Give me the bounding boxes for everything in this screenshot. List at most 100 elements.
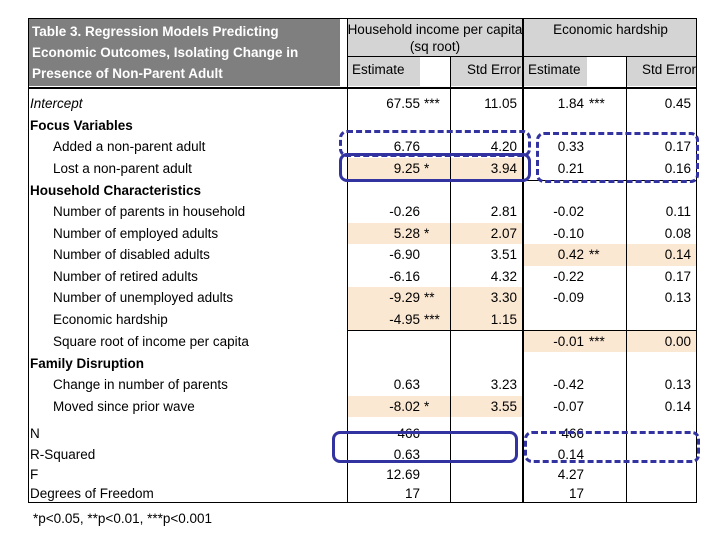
row-label: Lost a non-parent adult: [53, 160, 192, 176]
value-cell-est2: -0.10: [553, 225, 584, 241]
label-column-divider: [347, 18, 348, 503]
row-label: N: [30, 425, 40, 441]
value-cell-se2: 0.17: [664, 139, 691, 154]
header-bottom-border: [28, 87, 697, 89]
value-cell-se1: 3.51: [490, 247, 517, 262]
value-cell-est2: -0.42: [553, 377, 584, 392]
row-highlight-income: [348, 395, 522, 417]
row-label: Number of employed adults: [53, 225, 219, 241]
value-cell-est1: -4.95: [389, 311, 420, 327]
value-cell-star2: **: [589, 247, 600, 262]
hardship-est-se-divider: [626, 57, 627, 503]
value-cell-est1: -9.29: [389, 290, 420, 305]
value-cell-se2: 0.16: [664, 160, 691, 176]
value-cell-est2: 1.84: [557, 96, 584, 111]
row-highlight-hardship: [524, 244, 696, 266]
row-label: Number of retired adults: [53, 268, 198, 284]
table-bottom-border: [28, 502, 697, 503]
value-cell-est1: 0.63: [393, 446, 420, 462]
row-label: Square root of income per capita: [53, 333, 249, 349]
value-cell-se2: 0.14: [664, 247, 691, 262]
row-highlight-hardship: [524, 330, 696, 352]
row-label: Family Disruption: [30, 355, 145, 371]
value-cell-star2: ***: [589, 333, 605, 349]
row-label: Change in number of parents: [53, 377, 228, 392]
value-cell-est2: -0.07: [553, 398, 584, 414]
value-cell-est2: -0.09: [553, 290, 584, 305]
value-cell-est2: -0.01: [553, 333, 584, 349]
table-right-border: [696, 18, 697, 503]
row-highlight-income: [348, 287, 522, 309]
value-cell-est1: -8.02: [389, 398, 420, 414]
row-highlight-income: [348, 157, 522, 179]
value-cell-est1: 6.76: [393, 139, 420, 154]
subheader-income-stderror: Std Error: [450, 57, 522, 86]
value-cell-star1: ***: [424, 311, 440, 327]
group-divider: [522, 18, 524, 503]
column-group-hardship: Economic hardship: [524, 18, 697, 57]
value-cell-est1: -6.16: [389, 268, 420, 284]
value-cell-se1: 11.05: [484, 96, 517, 111]
row-label: Number of disabled adults: [53, 247, 210, 262]
row-label: Economic hardship: [53, 311, 168, 327]
column-group-income: Household income per capita (sq root): [347, 18, 523, 57]
row-label: F: [30, 466, 39, 482]
value-cell-se2: 0.08: [664, 225, 691, 241]
value-cell-se1: 2.07: [490, 225, 517, 241]
value-cell-se1: 4.20: [490, 139, 517, 154]
row-label: R-Squared: [30, 446, 96, 462]
value-cell-est2: 0.42: [557, 247, 584, 262]
subheader-hardship-stderror: Std Error: [626, 57, 697, 86]
table-top-border: [28, 18, 697, 19]
row-label: Degrees of Freedom: [30, 485, 154, 501]
value-cell-se1: 3.94: [490, 160, 517, 176]
value-cell-star1: *: [424, 225, 430, 241]
value-cell-est1: -6.90: [389, 247, 420, 262]
value-cell-est1: 67.55: [386, 96, 420, 111]
row-label: Added a non-parent adult: [53, 139, 206, 154]
value-cell-est1: 17: [404, 485, 420, 501]
value-cell-se2: 0.11: [665, 204, 691, 219]
value-cell-est1: 12.69: [386, 466, 420, 482]
annotation-box-hardship-fit-dashed: [524, 431, 700, 463]
value-cell-est2: 0.33: [557, 139, 584, 154]
value-cell-se2: 0.17: [664, 268, 691, 284]
value-cell-est2: -0.02: [553, 204, 584, 219]
row-label: Moved since prior wave: [53, 398, 195, 414]
annotation-box-income-fit-solid: [332, 431, 518, 463]
table-title: Table 3. Regression Models Predicting Ec…: [28, 18, 340, 86]
value-cell-star1: *: [424, 398, 430, 414]
row-label: Number of parents in household: [53, 204, 246, 219]
value-cell-star1: **: [424, 290, 435, 305]
value-cell-se1: 2.81: [490, 204, 517, 219]
value-cell-se2: 0.00: [664, 333, 691, 349]
subheader-hardship-estimate: Estimate: [524, 57, 587, 86]
value-cell-est1: 9.25: [393, 160, 420, 176]
value-cell-se1: 1.15: [490, 311, 517, 327]
value-cell-est1: -0.26: [389, 204, 420, 219]
value-cell-se2: 0.14: [664, 398, 691, 414]
row-label: Number of unemployed adults: [53, 290, 234, 305]
annotation-box-hardship-focus-dashed: [536, 132, 699, 183]
value-cell-se2: 0.45: [664, 96, 691, 111]
value-cell-est2: 0.14: [557, 446, 584, 462]
income-est-se-divider: [450, 57, 451, 503]
value-cell-est2: 17: [568, 485, 584, 501]
value-cell-star1: ***: [424, 96, 440, 111]
value-cell-est1: 5.28: [393, 225, 420, 241]
value-cell-est2: 4.27: [557, 466, 584, 482]
value-cell-se1: 4.32: [490, 268, 517, 284]
value-cell-star1: *: [424, 160, 430, 176]
table-left-border: [28, 18, 29, 503]
row-highlight-income: [348, 222, 522, 244]
subheader-income-estimate: Estimate: [347, 57, 420, 86]
annotation-box-income-lost-solid: [339, 153, 531, 182]
significance-footnote: *p<0.05, **p<0.01, ***p<0.001: [33, 511, 213, 526]
value-cell-se1: 3.30: [490, 290, 517, 305]
value-cell-se2: 0.13: [664, 290, 691, 305]
value-cell-est2: 0.21: [557, 160, 584, 176]
value-cell-se1: 3.55: [490, 398, 517, 414]
row-highlight-income: [348, 308, 522, 330]
value-cell-est1: 0.63: [393, 377, 420, 392]
